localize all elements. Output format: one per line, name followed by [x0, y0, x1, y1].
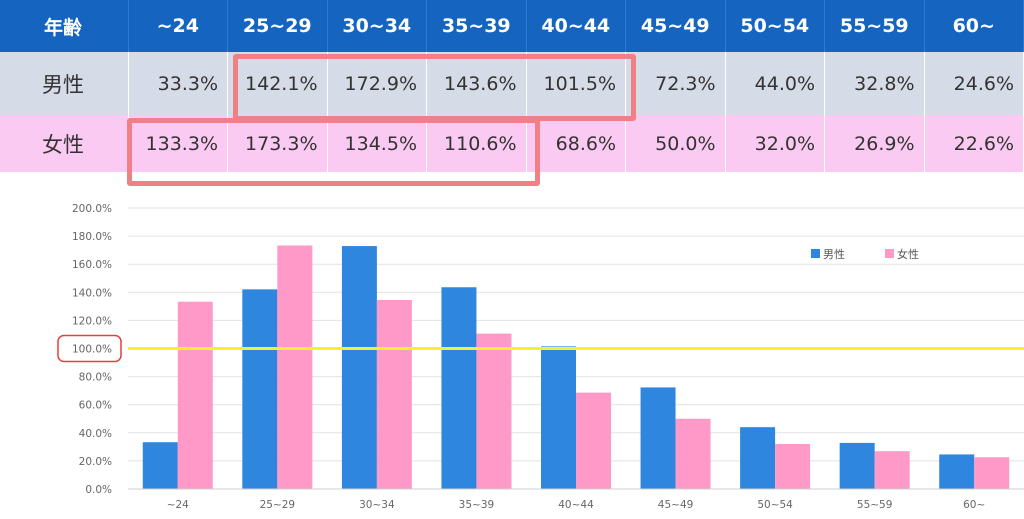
- x-tick-label: 40~44: [558, 499, 594, 511]
- x-tick-label: 55~59: [857, 499, 893, 511]
- y-tick-label: 100.0%: [72, 344, 112, 356]
- x-tick-label: 25~29: [260, 499, 296, 511]
- bar-chart: 0.0% 20.0% 40.0% 60.0% 80.0% 100.0% 120.0% 140.…: [57, 203, 1024, 511]
- header-cell: 30~34: [327, 0, 427, 52]
- bar-male: [541, 346, 576, 489]
- y-tick-label: 0.0%: [85, 484, 112, 496]
- table-cell: 32.0%: [725, 115, 825, 172]
- table-header-row: 年齢 ~24 25~29 30~34 35~39 40~44 45~49 50~…: [0, 0, 1024, 52]
- header-age-label: 年齢: [0, 0, 129, 52]
- x-tick-label: 45~49: [658, 499, 694, 511]
- header-cell: 35~39: [426, 0, 527, 52]
- x-tick-label: 30~34: [359, 499, 395, 511]
- bar-male: [740, 427, 776, 489]
- table-cell: 133.3%: [128, 115, 228, 172]
- row-label-female: 女性: [0, 115, 129, 172]
- table-row-male: 男性 33.3% 142.1% 172.9% 143.6% 101.5% 72.…: [0, 52, 1024, 115]
- bar-male: [839, 442, 875, 489]
- y-tick-label: 20.0%: [79, 456, 112, 468]
- y-tick-label: 40.0%: [79, 428, 112, 440]
- y-tick-label: 180.0%: [72, 231, 112, 243]
- table-cell: 142.1%: [227, 52, 328, 115]
- table-row-female: 女性 133.3% 173.3% 134.5% 110.6% 68.6% 50.…: [0, 115, 1024, 172]
- header-cell: ~24: [128, 0, 228, 52]
- table-cell: 173.3%: [227, 115, 328, 172]
- bar-female: [974, 457, 1010, 489]
- bar-female: [476, 333, 512, 489]
- header-cell: 55~59: [824, 0, 925, 52]
- bar-female: [775, 444, 811, 489]
- highlight-tick-box: [57, 334, 122, 363]
- x-tick-label: 35~39: [459, 499, 495, 511]
- y-tick-label: 120.0%: [72, 315, 112, 327]
- table-cell: 110.6%: [426, 115, 527, 172]
- legend-label-female: 女性: [897, 247, 919, 261]
- highlight-box-female: [127, 118, 540, 186]
- bar-male: [341, 246, 377, 489]
- header-cell: 40~44: [526, 0, 626, 52]
- table-cell: 24.6%: [924, 52, 1024, 115]
- table-cell: 134.5%: [327, 115, 427, 172]
- bar-female: [376, 300, 412, 489]
- header-cell: 50~54: [725, 0, 825, 52]
- bar-male: [242, 289, 278, 489]
- table-cell: 143.6%: [426, 52, 527, 115]
- bar-female: [675, 418, 711, 489]
- bar-female: [874, 451, 910, 489]
- table-cell: 22.6%: [924, 115, 1024, 172]
- row-label-male: 男性: [0, 52, 129, 115]
- y-tick-label: 80.0%: [79, 372, 112, 384]
- data-table: 年齢 ~24 25~29 30~34 35~39 40~44 45~49 50~…: [0, 0, 1024, 172]
- bar-male: [441, 287, 477, 489]
- table-cell: 72.3%: [625, 52, 726, 115]
- y-tick-label: 160.0%: [72, 259, 112, 271]
- table-cell: 44.0%: [725, 52, 825, 115]
- x-tick-label: 60~: [963, 499, 985, 511]
- highlight-box-male: [233, 54, 636, 121]
- legend-swatch-male: [811, 249, 820, 258]
- table-cell: 32.8%: [824, 52, 925, 115]
- x-tick-label: 50~54: [757, 499, 793, 511]
- table-cell: 172.9%: [327, 52, 427, 115]
- bar-male: [142, 442, 178, 489]
- y-tick-label: 200.0%: [72, 203, 112, 215]
- bar-female: [177, 301, 213, 489]
- bar-male: [640, 387, 676, 489]
- legend-swatch-female: [885, 249, 894, 258]
- y-tick-label: 60.0%: [79, 400, 112, 412]
- table-cell: 26.9%: [824, 115, 925, 172]
- x-tick-label: ~24: [167, 499, 189, 511]
- legend-label-male: 男性: [823, 247, 845, 261]
- table-cell: 68.6%: [526, 115, 626, 172]
- table-cell: 101.5%: [526, 52, 626, 115]
- table-cell: 50.0%: [625, 115, 726, 172]
- header-cell: 45~49: [625, 0, 726, 52]
- table-cell: 33.3%: [128, 52, 228, 115]
- bar-female: [277, 245, 313, 489]
- y-tick-label: 140.0%: [72, 287, 112, 299]
- header-cell: 60~: [924, 0, 1024, 52]
- bar-female: [576, 392, 611, 489]
- bar-male: [939, 454, 975, 489]
- header-cell: 25~29: [227, 0, 328, 52]
